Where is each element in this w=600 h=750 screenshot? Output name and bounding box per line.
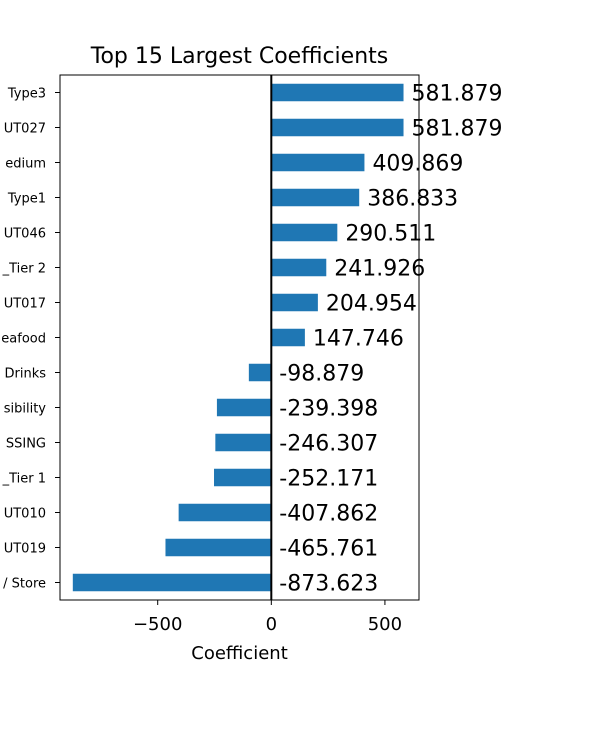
x-tick-label: 500: [368, 614, 402, 635]
bar: [271, 83, 404, 102]
data-label: 581.879: [412, 117, 503, 142]
y-tick-label: SSING: [6, 437, 46, 452]
bar: [248, 363, 272, 382]
data-label: 204.954: [326, 292, 417, 317]
bar: [271, 328, 305, 347]
data-label: 386.833: [367, 187, 458, 212]
y-tick-label: UT046: [4, 227, 46, 242]
data-label: 147.746: [313, 327, 404, 352]
y-tick-label: / Store: [3, 577, 46, 592]
bar: [215, 433, 272, 452]
y-tick-label: UT019: [4, 542, 46, 557]
bar: [271, 118, 404, 137]
y-tick-label: _Tier 1: [2, 472, 46, 487]
x-tick-label: 0: [266, 614, 277, 635]
bar: [271, 258, 327, 277]
bar: [271, 223, 338, 242]
y-tick-label: UT010: [4, 507, 46, 522]
bar: [271, 293, 318, 312]
data-label: -98.879: [279, 362, 364, 387]
bar: [165, 538, 272, 557]
y-tick-label: UT017: [4, 297, 46, 312]
y-tick-label: edium: [5, 157, 46, 172]
data-label: -246.307: [279, 432, 378, 457]
data-label: -465.761: [279, 537, 378, 562]
data-label: -239.398: [279, 397, 378, 422]
bar: [216, 398, 272, 417]
bar: [271, 153, 365, 172]
y-tick-labels: Type3 UT027 edium Type1 UT046 _Tier 2 UT017 eaf…: [1, 87, 46, 592]
y-tick-label: Drinks: [4, 367, 46, 382]
y-ticks: [55, 92, 60, 583]
bar: [271, 188, 360, 207]
y-tick-label: Type3: [7, 87, 46, 102]
x-axis-label: Coefficient: [191, 643, 288, 664]
data-label: 290.511: [345, 222, 436, 247]
bar: [214, 468, 272, 487]
data-label: -407.862: [279, 502, 378, 527]
data-label: 241.926: [334, 257, 425, 282]
x-tick-label: −500: [133, 614, 182, 635]
bar: [72, 573, 272, 592]
chart-title: Top 15 Largest Coefficients: [90, 44, 388, 69]
data-label: -252.171: [279, 467, 378, 492]
data-label: 581.879: [412, 82, 503, 107]
data-label: 409.869: [372, 152, 463, 177]
plot-frame: [59, 74, 420, 601]
data-label: -873.623: [279, 572, 378, 597]
bars-group: [72, 83, 404, 592]
y-tick-label: eafood: [1, 332, 46, 347]
y-tick-label: UT027: [4, 122, 46, 137]
data-labels: 581.879 581.879 409.869 386.833 290.511 241.9…: [279, 82, 502, 597]
bar: [178, 503, 272, 522]
y-tick-label: _Tier 2: [2, 262, 46, 277]
x-ticks: −500 0 500: [133, 600, 402, 635]
y-tick-label: sibility: [4, 402, 47, 417]
y-tick-label: Type1: [7, 192, 46, 207]
